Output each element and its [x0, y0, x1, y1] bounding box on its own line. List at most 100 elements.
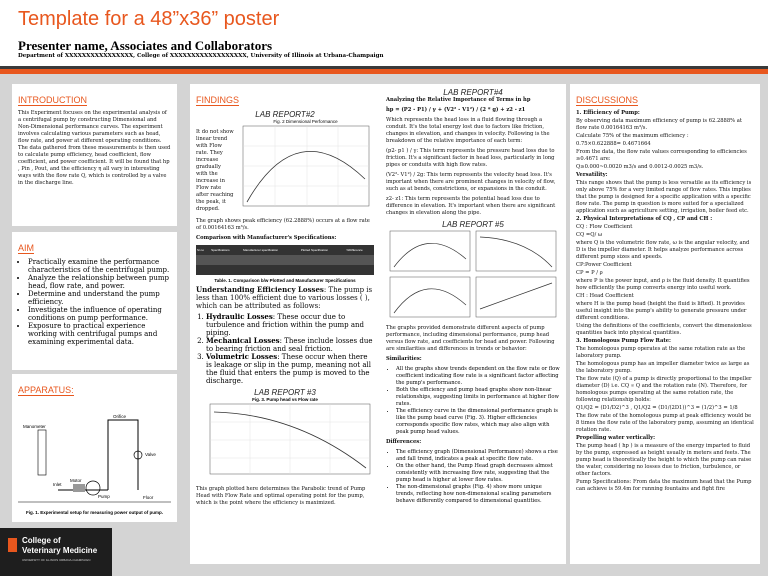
apparatus-diagram: Orifice Valve Pump Motor Inlet Manometer…	[18, 414, 171, 503]
list-item: Determine and understand the pump effici…	[28, 290, 171, 306]
subheading: Comparison with Manufacturer's Specifica…	[196, 235, 337, 241]
paragraph: Q≥0.000~0.0020 m3/s and 0.0012-0.0025 m3…	[576, 164, 704, 170]
lab-title: LAB REPORT#2	[255, 110, 315, 119]
diagram-label: Manometer	[23, 424, 46, 429]
poster-title: Template for a 48”x36” poster	[18, 8, 280, 30]
subheading: 3. Homologous Pump Flow Rate:	[576, 338, 671, 344]
paragraph: The pump head ( hp ) is a measure of the…	[576, 443, 752, 477]
paragraph: 0.75×0.622888= 0.4671664	[576, 141, 651, 147]
apparatus: APPARATUS: Orifice Valve Pump Motor Inle…	[12, 374, 177, 522]
aim: AIM Practically examine the performance …	[12, 232, 177, 370]
figure-title: Fig. 3. Pump head vs Flow rate	[252, 397, 318, 402]
paragraph: (V2²- V1²) / 2g: This term represents th…	[386, 172, 556, 192]
list-item: Hydraulic Losses: These occur due to tur…	[206, 313, 374, 338]
lab-report-4: LAB REPORT#4 Analyzing the Relative Impo…	[380, 84, 566, 564]
paragraph: where H is the pump head (height the flu…	[576, 301, 747, 321]
paragraph: where P is the power input, and ρ is the…	[576, 278, 750, 291]
subheading: Similarities:	[386, 356, 422, 362]
introduction: INTRODUCTION This Experiment focuses on …	[12, 84, 177, 226]
paragraph: The graphs provided demonstrate differen…	[386, 325, 555, 352]
paragraph: Which represents the head loss in a flui…	[386, 117, 550, 144]
affiliation: Department of XXXXXXXXXXXXXXXX, College …	[18, 53, 384, 59]
efficiency-plot	[242, 125, 370, 207]
paragraph: By observing data maximum efficiency of …	[576, 118, 742, 131]
section-heading: APPARATUS:	[18, 385, 74, 396]
logo-text: College of	[22, 536, 61, 545]
paragraph: From the data, the flow rate values corr…	[576, 149, 747, 162]
figure-title: Fig. 2 Dimensional Performance	[273, 119, 338, 124]
list-item: Analyze the relationship between pump he…	[28, 274, 171, 290]
paragraph: CQ =Q/ ω	[576, 232, 603, 238]
subheading: Understanding Efficiency Losses	[196, 285, 324, 294]
coefficient-plots	[389, 230, 557, 318]
logo-mark	[8, 538, 17, 552]
text: : These include losses due to bearing fr…	[206, 337, 373, 353]
diagram-label: Motor	[70, 478, 82, 483]
header	[0, 0, 768, 66]
list-item: The efficiency graph (Dimensional Perfor…	[396, 449, 560, 463]
paragraph: The flow rate of the homologous pump at …	[576, 413, 754, 433]
term: Volumetric Losses	[206, 352, 278, 361]
list-item: On the other hand, the Pump Head graph d…	[396, 463, 560, 484]
discussions: DISCUSSIONS 1. Efficiency of Pump: By obs…	[570, 84, 760, 564]
paragraph: CP:Power Coefficient	[576, 262, 632, 268]
list-item: Volumetric Losses: These occur when ther…	[206, 352, 374, 386]
diagram-label: Floor	[143, 495, 154, 500]
subheading: Differences:	[386, 439, 422, 445]
paragraph: Pump Specifications: From data the maxim…	[576, 479, 752, 492]
logo: College of Veterinary Medicine UNIVERSIT…	[0, 528, 112, 576]
paragraph: The homologous pump has an impeller diam…	[576, 361, 750, 374]
section-heading: FINDINGS	[196, 95, 240, 106]
text: : The pump is less than 100% efficient d…	[196, 286, 373, 310]
paragraph: Understanding Efficiency Losses: The pum…	[196, 285, 374, 311]
lab-title: LAB REPORT #3	[254, 388, 316, 397]
paragraph: (p2- p1 ) / γ: This term represents the …	[386, 148, 555, 168]
logo-subtext: UNIVERSITY OF ILLINOIS URBANA-CHAMPAIGN	[22, 558, 91, 562]
section-heading: AIM	[18, 243, 35, 254]
equation: hp = (P2 - P1) / γ + (V2² - V1²) / (2 * …	[386, 107, 526, 113]
section-heading: DISCUSSIONS	[576, 95, 639, 106]
paragraph: Using the definitions of the coefficient…	[576, 323, 752, 336]
list-item: The efficiency curve in the dimensional …	[396, 408, 560, 436]
paragraph: The graph shows peak efficiency (62.2888…	[196, 218, 370, 231]
list-item: Mechanical Losses: These include losses …	[206, 337, 374, 354]
diagram-label: Orifice	[113, 414, 126, 419]
paragraph: It do not show linear trend with Flow ra…	[196, 129, 234, 212]
losses-list: Hydraulic Losses: These occur due to tur…	[196, 313, 374, 386]
subheading: 1. Efficiency of Pump:	[576, 110, 640, 116]
subheading: Propelling water vertically:	[576, 435, 656, 441]
paragraph: Calculate 75% of the maximum efficiency …	[576, 133, 689, 139]
section-heading: INTRODUCTION	[18, 95, 87, 106]
paragraph: The flow rate (Q) of a pump is directly …	[576, 376, 752, 403]
paragraph: CH : Head Coefficient	[576, 293, 634, 299]
paragraph: where Q is the volumetric flow rate, ω i…	[576, 240, 750, 260]
list-item: All the graphs show trends dependent on …	[396, 366, 560, 387]
authors: Presenter name, Associates and Collabora…	[18, 38, 273, 53]
paragraph: This Experiment focuses on the experimen…	[18, 110, 171, 186]
table-caption: Table. 1. Comparison b/w Plotted and Man…	[214, 278, 356, 283]
list-item: Investigate the influence of operating c…	[28, 306, 171, 322]
list-item: Exposure to practical experience working…	[28, 322, 171, 346]
paragraph: CP = P / ρ	[576, 270, 603, 276]
text: : These occur when there is leakage or s…	[206, 353, 371, 385]
table-header: Sr.no	[197, 248, 205, 252]
aim-list: Practically examine the performance char…	[18, 258, 171, 346]
header-band	[0, 66, 768, 69]
logo-text: Veterinary Medicine	[22, 546, 98, 555]
spec-table: Sr.no Specifications Manufacturer specif…	[196, 245, 374, 275]
differences-list: The efficiency graph (Dimensional Perfor…	[386, 449, 560, 505]
paragraph: CQ : Flow Coefficient	[576, 224, 633, 230]
subheading: Versatility:	[576, 172, 608, 178]
table-header: %Difference	[346, 248, 363, 252]
diagram-label: Pump	[98, 494, 110, 499]
list-item: Both the efficiency and pump head graphs…	[396, 387, 560, 408]
paragraph: z2- z1: This term represents the potenti…	[386, 196, 556, 216]
list-item: Practically examine the performance char…	[28, 258, 171, 274]
subheading: Analyzing the Relative Importance of Ter…	[386, 97, 531, 103]
table-header: Specifications	[211, 248, 230, 252]
text: : These occur due to turbulence and fric…	[206, 313, 365, 337]
lab-title: LAB REPORT #5	[442, 220, 504, 229]
subheading: 2. Physical Interpretations of CQ , CP a…	[576, 216, 713, 222]
head-plot	[209, 403, 371, 475]
